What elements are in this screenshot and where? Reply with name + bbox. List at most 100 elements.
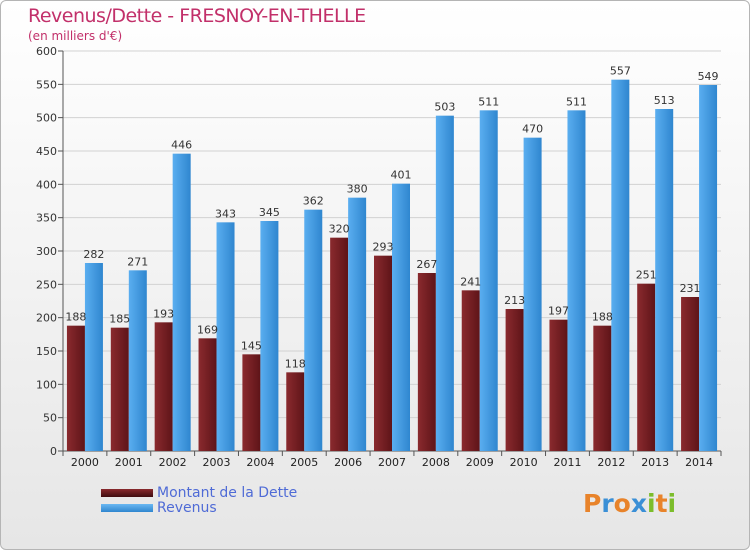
- y-tick-label: 100: [36, 378, 57, 391]
- data-label-revenus: 282: [83, 248, 104, 261]
- data-label-dette: 169: [197, 323, 218, 336]
- bar-revenus: [304, 209, 323, 451]
- y-tick-label: 150: [36, 345, 57, 358]
- bar-dette: [593, 325, 612, 451]
- data-label-revenus: 343: [215, 207, 236, 220]
- data-label-dette: 241: [460, 275, 481, 288]
- bar-revenus: [216, 222, 235, 451]
- y-tick-label: 550: [36, 78, 57, 91]
- data-label-revenus: 549: [698, 70, 719, 83]
- data-label-revenus: 503: [434, 101, 455, 114]
- bar-dette: [681, 297, 700, 451]
- x-tick-label: 2001: [115, 456, 143, 469]
- x-tick-label: 2011: [553, 456, 581, 469]
- logo-letter: r: [601, 489, 614, 518]
- y-tick-label: 300: [36, 245, 57, 258]
- x-tick-label: 2010: [510, 456, 538, 469]
- y-tick-label: 50: [43, 412, 57, 425]
- logo-letter: x: [630, 489, 647, 518]
- y-tick-label: 200: [36, 312, 57, 325]
- data-label-revenus: 345: [259, 206, 280, 219]
- x-tick-label: 2002: [159, 456, 187, 469]
- bar-revenus: [655, 109, 674, 451]
- x-tick-label: 2007: [378, 456, 406, 469]
- x-tick-label: 2003: [203, 456, 231, 469]
- bar-revenus: [260, 221, 279, 451]
- data-label-revenus: 511: [566, 95, 587, 108]
- legend-swatch-dette: [101, 489, 153, 497]
- bar-dette: [110, 327, 129, 451]
- y-tick-label: 400: [36, 178, 57, 191]
- chart-subtitle: (en milliers d'€): [28, 29, 123, 43]
- data-label-dette: 145: [241, 339, 262, 352]
- x-tick-label: 2012: [597, 456, 625, 469]
- bar-revenus: [523, 137, 542, 451]
- bar-dette: [242, 354, 261, 451]
- x-tick-label: 2014: [685, 456, 713, 469]
- data-label-revenus: 362: [303, 195, 324, 208]
- bar-dette: [637, 283, 656, 451]
- x-tick-label: 2000: [71, 456, 99, 469]
- data-label-dette: 293: [373, 241, 394, 254]
- x-tick-label: 2013: [641, 456, 669, 469]
- y-tick-label: 350: [36, 212, 57, 225]
- bar-dette: [198, 338, 217, 451]
- logo-letter: i: [647, 489, 656, 518]
- x-tick-label: 2005: [290, 456, 318, 469]
- bar-revenus: [128, 270, 147, 451]
- bar-revenus: [611, 79, 630, 452]
- logo-letter: t: [655, 489, 668, 518]
- logo-letter: o: [613, 489, 631, 518]
- bar-revenus: [435, 115, 454, 452]
- data-label-dette: 185: [109, 313, 130, 326]
- data-label-revenus: 401: [391, 169, 412, 182]
- y-tick-label: 600: [36, 45, 57, 58]
- bar-dette: [549, 319, 568, 451]
- data-label-dette: 213: [504, 294, 525, 307]
- bar-revenus: [479, 110, 498, 451]
- bar-revenus: [348, 197, 367, 451]
- bar-dette: [154, 322, 173, 451]
- data-label-revenus: 446: [171, 139, 192, 152]
- bar-dette: [286, 372, 305, 451]
- data-label-revenus: 380: [347, 183, 368, 196]
- legend-label-dette: Montant de la Dette: [157, 485, 298, 501]
- data-label-revenus: 271: [127, 255, 148, 268]
- data-label-dette: 188: [592, 311, 613, 324]
- bar-revenus: [567, 110, 586, 451]
- bar-dette: [66, 325, 85, 451]
- data-label-dette: 251: [636, 269, 657, 282]
- bar-dette: [417, 273, 436, 451]
- data-label-dette: 188: [65, 311, 86, 324]
- legend-swatch-revenus: [101, 504, 153, 512]
- bar-dette: [505, 309, 524, 451]
- y-tick-label: 0: [50, 445, 57, 458]
- data-label-revenus: 511: [478, 95, 499, 108]
- data-label-revenus: 557: [610, 65, 631, 78]
- bar-revenus: [172, 153, 191, 451]
- data-label-dette: 118: [285, 357, 306, 370]
- data-label-dette: 320: [329, 223, 350, 236]
- y-tick-label: 250: [36, 278, 57, 291]
- bar-revenus: [84, 263, 103, 451]
- x-tick-label: 2009: [466, 456, 494, 469]
- x-tick-label: 2008: [422, 456, 450, 469]
- bar-revenus: [392, 183, 410, 451]
- x-tick-label: 2004: [246, 456, 274, 469]
- data-label-dette: 231: [680, 282, 701, 295]
- chart-title: Revenus/Dette - FRESNOY-EN-THELLE: [28, 5, 366, 27]
- y-tick-label: 500: [36, 112, 57, 125]
- bar-dette: [330, 237, 349, 451]
- data-label-revenus: 470: [522, 123, 543, 136]
- legend-label-revenus: Revenus: [157, 500, 217, 516]
- bar-revenus: [699, 85, 718, 451]
- y-tick-label: 450: [36, 145, 57, 158]
- logo-letter: P: [583, 489, 602, 518]
- data-label-dette: 197: [548, 305, 569, 318]
- data-label-dette: 193: [153, 307, 174, 320]
- proxiti-logo: Proxiti: [583, 489, 676, 518]
- logo-letter: i: [667, 489, 677, 518]
- x-tick-label: 2006: [334, 456, 362, 469]
